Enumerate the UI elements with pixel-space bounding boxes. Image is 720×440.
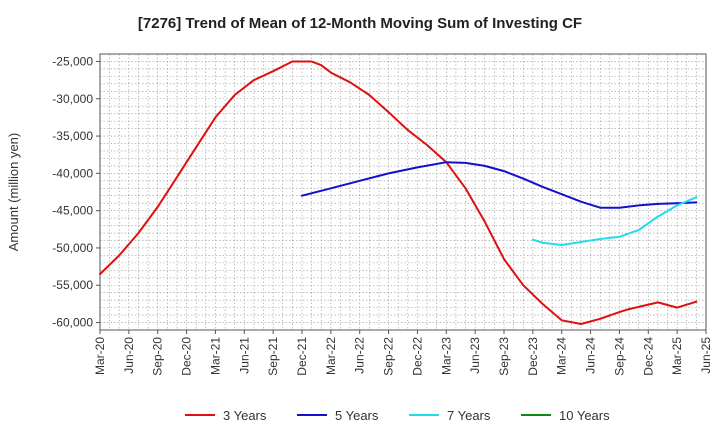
x-tick-label: Jun-20 — [122, 337, 136, 374]
x-tick-label: Mar-21 — [208, 337, 222, 375]
x-tick-label: Sep-23 — [497, 337, 511, 376]
x-tick-label: Dec-21 — [295, 337, 309, 376]
x-tick-label: Sep-24 — [612, 337, 626, 376]
x-tick-label: Dec-24 — [641, 337, 655, 376]
x-tick-label: Dec-22 — [410, 337, 424, 376]
series-line-5-years — [301, 161, 698, 209]
y-tick-label: -45,000 — [52, 204, 93, 218]
x-tick-label: Mar-22 — [324, 337, 338, 375]
y-tick-label: -35,000 — [52, 129, 93, 143]
y-tick-label: -40,000 — [52, 166, 93, 180]
legend-label: 10 Years — [559, 408, 610, 423]
x-tick-label: Jun-24 — [584, 337, 598, 374]
plot-area: -25,000 -30,000 -35,000 -40,000 -45,000 -50,0… — [52, 53, 713, 376]
x-tick-label: Mar-24 — [555, 337, 569, 375]
x-tick-label: Mar-20 — [93, 337, 107, 375]
x-tick-label: Mar-23 — [439, 337, 453, 375]
y-tick-label: -50,000 — [52, 241, 93, 255]
x-tick-label: Jun-22 — [353, 337, 367, 374]
series-line-7-years — [531, 196, 698, 246]
y-axis-label: Amount (million yen) — [6, 133, 21, 252]
x-tick-label: Jun-23 — [468, 337, 482, 374]
series-line-3-years — [99, 60, 698, 325]
x-tick-label: Sep-21 — [266, 337, 280, 376]
x-tick-label: Dec-20 — [180, 337, 194, 376]
plot-frame — [99, 53, 707, 331]
y-tick-label: -60,000 — [52, 316, 93, 330]
legend: 3 Years 5 Years 7 Years 10 Years — [185, 408, 610, 423]
plot-background — [100, 54, 706, 330]
x-tick-label: Jun-25 — [699, 337, 713, 374]
y-tick-label: -55,000 — [52, 278, 93, 292]
x-tick-label: Sep-20 — [151, 337, 165, 376]
y-tick-label: -30,000 — [52, 92, 93, 106]
x-tick-label: Jun-21 — [237, 337, 251, 374]
chart-title: [7276] Trend of Mean of 12-Month Moving … — [138, 15, 582, 32]
legend-label: 7 Years — [447, 408, 491, 423]
x-tick-label: Dec-23 — [526, 337, 540, 376]
y-tick-label: -25,000 — [52, 54, 93, 68]
legend-label: 3 Years — [223, 408, 267, 423]
x-tick-label: Sep-22 — [382, 337, 396, 376]
x-tick-label: Mar-25 — [670, 337, 684, 375]
legend-label: 5 Years — [335, 408, 379, 423]
